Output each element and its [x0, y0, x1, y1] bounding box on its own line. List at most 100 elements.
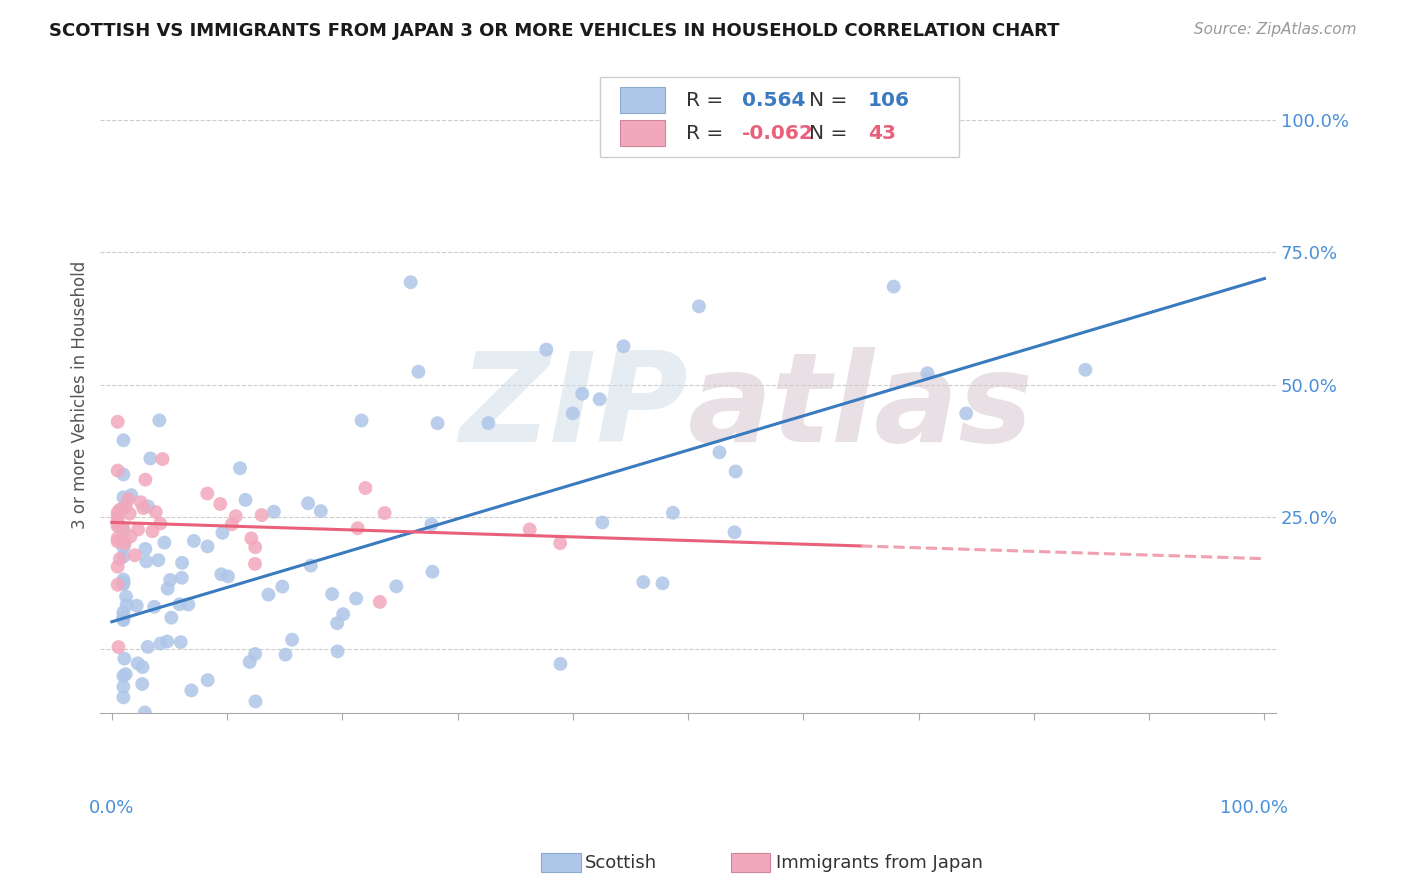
Point: [169, 597, 191, 611]
Point: [112, 491, 135, 505]
Point: [145, 505, 167, 519]
Point: [229, 461, 252, 475]
Point: [152, 452, 174, 467]
Point: [195, 486, 218, 500]
Point: [107, 531, 129, 545]
Point: [183, 533, 205, 548]
Text: Scottish: Scottish: [585, 854, 657, 871]
Point: [148, 413, 170, 427]
Y-axis label: 3 or more Vehicles in Household: 3 or more Vehicles in Household: [72, 261, 89, 529]
Point: [688, 299, 710, 313]
Point: [134, 473, 156, 487]
FancyBboxPatch shape: [620, 87, 665, 113]
Point: [149, 636, 172, 650]
Point: [332, 607, 354, 622]
Point: [107, 534, 129, 549]
Point: [107, 578, 129, 592]
Point: [723, 525, 745, 540]
Point: [149, 516, 172, 531]
Point: [250, 508, 273, 522]
Point: [132, 501, 155, 516]
Point: [112, 434, 135, 448]
Point: [107, 464, 129, 478]
Point: [385, 579, 408, 593]
Point: [321, 587, 343, 601]
Point: [127, 523, 149, 537]
Point: [571, 386, 593, 401]
Point: [160, 610, 183, 624]
Text: SCOTTISH VS IMMIGRANTS FROM JAPAN 3 OR MORE VEHICLES IN HOUSEHOLD CORRELATION CH: SCOTTISH VS IMMIGRANTS FROM JAPAN 3 OR M…: [49, 22, 1060, 40]
Point: [124, 548, 146, 562]
Point: [299, 558, 322, 573]
Point: [112, 690, 135, 705]
Point: [197, 673, 219, 688]
Point: [917, 366, 939, 380]
Point: [159, 573, 181, 587]
Text: 43: 43: [868, 123, 896, 143]
Point: [955, 406, 977, 420]
Point: [114, 536, 136, 550]
Point: [477, 416, 499, 430]
Point: [107, 415, 129, 429]
Point: [368, 595, 391, 609]
Text: R =: R =: [686, 123, 730, 143]
Point: [112, 575, 135, 590]
Text: R =: R =: [686, 91, 730, 110]
Point: [209, 567, 232, 582]
Point: [221, 517, 243, 532]
Point: [107, 516, 129, 531]
Text: 0.564: 0.564: [742, 91, 806, 110]
Point: [107, 508, 129, 523]
Point: [591, 516, 613, 530]
Point: [112, 605, 135, 619]
Point: [114, 667, 136, 681]
Point: [127, 657, 149, 671]
Point: [149, 717, 172, 731]
Point: [240, 532, 263, 546]
Point: [519, 523, 541, 537]
Point: [209, 497, 232, 511]
Point: [112, 541, 135, 555]
Point: [148, 553, 170, 567]
Point: [141, 524, 163, 539]
Point: [326, 644, 349, 658]
FancyBboxPatch shape: [620, 120, 665, 146]
Point: [136, 500, 159, 514]
Point: [170, 571, 193, 585]
Text: 0.0%: 0.0%: [89, 798, 134, 816]
Text: -0.062: -0.062: [742, 123, 814, 143]
Point: [115, 598, 138, 612]
Text: ZIP: ZIP: [460, 347, 688, 468]
Point: [136, 640, 159, 654]
Point: [107, 640, 129, 654]
Text: 100.0%: 100.0%: [1220, 798, 1288, 816]
Point: [134, 541, 156, 556]
Point: [156, 634, 179, 648]
Point: [243, 557, 266, 571]
Point: [589, 392, 612, 407]
Point: [197, 540, 219, 554]
Point: [612, 339, 634, 353]
Point: [112, 573, 135, 587]
Point: [112, 524, 135, 538]
Point: [112, 611, 135, 625]
Point: [548, 536, 571, 550]
Point: [125, 599, 148, 613]
Point: [709, 445, 731, 459]
Point: [281, 632, 304, 647]
Point: [651, 576, 673, 591]
Point: [420, 517, 443, 532]
Point: [108, 552, 131, 566]
Point: [118, 507, 141, 521]
Point: [1074, 363, 1097, 377]
Point: [245, 540, 267, 554]
Point: [190, 723, 212, 737]
Point: [107, 512, 129, 526]
Point: [143, 599, 166, 614]
Text: Source: ZipAtlas.com: Source: ZipAtlas.com: [1194, 22, 1357, 37]
Point: [108, 502, 131, 516]
Point: [115, 590, 138, 604]
Point: [107, 505, 129, 519]
Point: [346, 521, 368, 535]
Point: [350, 413, 373, 427]
